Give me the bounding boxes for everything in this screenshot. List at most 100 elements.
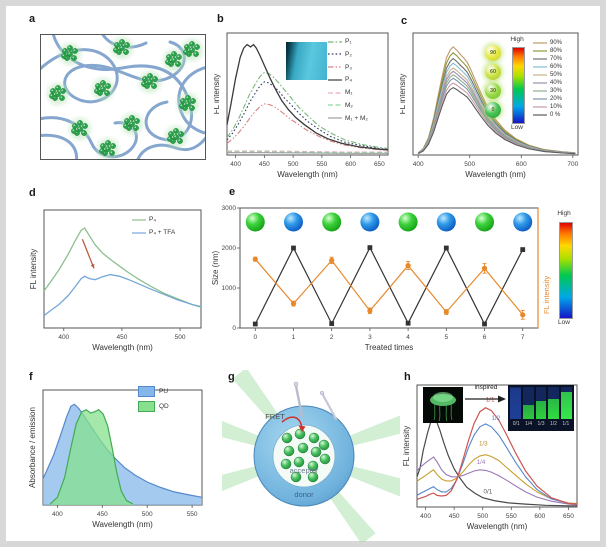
legend-label: P₄ bbox=[149, 216, 156, 223]
svg-text:600: 600 bbox=[345, 161, 356, 168]
legend-line-sample bbox=[328, 40, 342, 43]
cuvette-labels: 0/1 1/4 1/3 1/2 1/1 bbox=[510, 419, 572, 429]
panel-f-legend: PU QD bbox=[138, 386, 169, 412]
panel-b-legend: P₁ P₂ P₃ P₄ M₁ M₂ M₁ + M₂ bbox=[328, 38, 368, 122]
colorbar-low-label: Low bbox=[511, 124, 523, 131]
svg-text:400: 400 bbox=[230, 161, 241, 168]
legend-line-sample bbox=[328, 53, 342, 55]
panel-e-label: e bbox=[229, 186, 236, 198]
panel-f-label: f bbox=[29, 371, 33, 383]
acceptor-label: acceptor bbox=[290, 466, 319, 475]
panel-h: 400 450 500 550 600 650 Wavelength (nm) FL inte… bbox=[402, 370, 604, 544]
svg-text:Wavelength (nm): Wavelength (nm) bbox=[467, 522, 528, 531]
panel-g-art: FRET acceptor donor bbox=[222, 370, 400, 542]
legend-item: 80% bbox=[533, 48, 562, 54]
legend-line-sample bbox=[132, 231, 146, 234]
legend-line-sample bbox=[533, 106, 547, 108]
cuvette bbox=[522, 387, 534, 419]
panel-h-chart: 400 450 500 550 600 650 Wavelength (nm) FL inte… bbox=[402, 384, 578, 531]
panel-c-label: c bbox=[401, 15, 408, 27]
concentration-dot-label: 60 bbox=[489, 69, 497, 75]
svg-text:4: 4 bbox=[406, 334, 410, 341]
concentration-dot-label: 90 bbox=[489, 50, 497, 56]
cuvette-label: 1/3 bbox=[537, 421, 545, 427]
svg-text:400: 400 bbox=[420, 513, 431, 520]
legend-label: P₄ bbox=[345, 76, 352, 84]
panel-e-chart: 0 1 2 3 4 5 6 7 0 1000 2000 3000 Treated times Size (… bbox=[212, 205, 539, 352]
concentration-dot-label: 0 bbox=[491, 107, 495, 113]
legend-label: 70% bbox=[550, 56, 563, 62]
svg-text:5: 5 bbox=[444, 334, 448, 341]
panel-c-legend: 90% 80% 70% 60% 50% 40% 30% 20% 10% 0 % bbox=[533, 40, 562, 118]
svg-text:500: 500 bbox=[142, 511, 153, 518]
svg-text:500: 500 bbox=[288, 161, 299, 168]
fl-intensity-axis-label: FL intensity bbox=[542, 275, 551, 314]
svg-text:500: 500 bbox=[477, 513, 488, 520]
svg-text:3000: 3000 bbox=[222, 205, 237, 212]
legend-item: 10% bbox=[533, 104, 562, 110]
colorbar-high-label: High bbox=[510, 36, 524, 43]
svg-text:6: 6 bbox=[483, 334, 487, 341]
cuvette-fill bbox=[548, 398, 560, 419]
svg-text:650: 650 bbox=[563, 513, 574, 520]
legend-label: P₄ + TFA bbox=[149, 229, 176, 236]
panel-c: 400 500 600 700 Wavelength (nm) FL intensity … bbox=[400, 12, 606, 184]
cuvette bbox=[535, 387, 547, 419]
svg-text:Wavelength (nm): Wavelength (nm) bbox=[465, 170, 526, 179]
legend-item: M₂ bbox=[328, 102, 368, 109]
legend-item: P₂ bbox=[328, 51, 368, 58]
needle-icon-2 bbox=[321, 393, 338, 421]
cuvette bbox=[548, 387, 560, 419]
qd-cluster-group bbox=[47, 37, 203, 160]
svg-text:400: 400 bbox=[58, 334, 69, 341]
inspired-arrow bbox=[465, 395, 506, 403]
legend-item: 60% bbox=[533, 64, 562, 70]
svg-text:500: 500 bbox=[175, 334, 186, 341]
panel-a bbox=[28, 12, 208, 172]
colorbar-low-label-e: Low bbox=[558, 319, 570, 326]
concentration-dot: 30 bbox=[485, 83, 501, 99]
legend-item: 50% bbox=[533, 72, 562, 78]
jellyfish-inset bbox=[423, 387, 463, 423]
svg-text:Wavelength (nm): Wavelength (nm) bbox=[92, 520, 153, 529]
panel-g: FRET acceptor donor bbox=[222, 370, 400, 542]
panel-e-colorbar bbox=[559, 222, 573, 319]
legend-item: P₃ bbox=[328, 64, 368, 71]
legend-label: P₃ bbox=[345, 63, 352, 71]
svg-text:600: 600 bbox=[534, 513, 545, 520]
cuvette bbox=[510, 387, 521, 419]
svg-text:Wavelength (nm): Wavelength (nm) bbox=[92, 343, 153, 352]
legend-item: P₄ bbox=[328, 76, 368, 83]
svg-text:Size (nm): Size (nm) bbox=[212, 251, 220, 286]
panel-a-border bbox=[40, 34, 206, 160]
legend-label: 0 % bbox=[550, 112, 561, 118]
panel-a-label: a bbox=[29, 13, 36, 25]
panel-g-label: g bbox=[228, 371, 235, 383]
cuvette-label: 1/2 bbox=[549, 421, 557, 427]
legend-line-sample bbox=[328, 66, 342, 68]
svg-text:0: 0 bbox=[232, 325, 236, 332]
panel-f: 400 450 500 550 Wavelength (nm) Absorbance / … bbox=[28, 370, 216, 542]
legend-line-sample bbox=[533, 114, 547, 116]
legend-label: 20% bbox=[550, 96, 563, 102]
legend-item: 40% bbox=[533, 80, 562, 86]
panel-d-label: d bbox=[29, 187, 36, 199]
svg-text:450: 450 bbox=[259, 161, 270, 168]
legend-label: 10% bbox=[550, 104, 563, 110]
legend-item: P₁ bbox=[328, 38, 368, 45]
panel-f-chart: 400 450 500 550 Wavelength (nm) Absorbance / … bbox=[28, 389, 203, 529]
svg-text:1/4: 1/4 bbox=[477, 459, 486, 466]
panel-d-legend: P₄ P₄ + TFA bbox=[132, 216, 175, 236]
svg-text:1/3: 1/3 bbox=[479, 440, 488, 447]
svg-text:FL intensity: FL intensity bbox=[214, 74, 221, 115]
legend-line-sample bbox=[533, 42, 547, 44]
legend-label: P₂ bbox=[345, 50, 352, 58]
panel-c-colorbar bbox=[512, 47, 525, 124]
legend-label: P₁ bbox=[345, 38, 352, 45]
svg-text:2000: 2000 bbox=[222, 245, 237, 252]
legend-label: 80% bbox=[550, 48, 563, 54]
legend-item: 0 % bbox=[533, 112, 562, 118]
fret-label: FRET bbox=[265, 412, 285, 421]
